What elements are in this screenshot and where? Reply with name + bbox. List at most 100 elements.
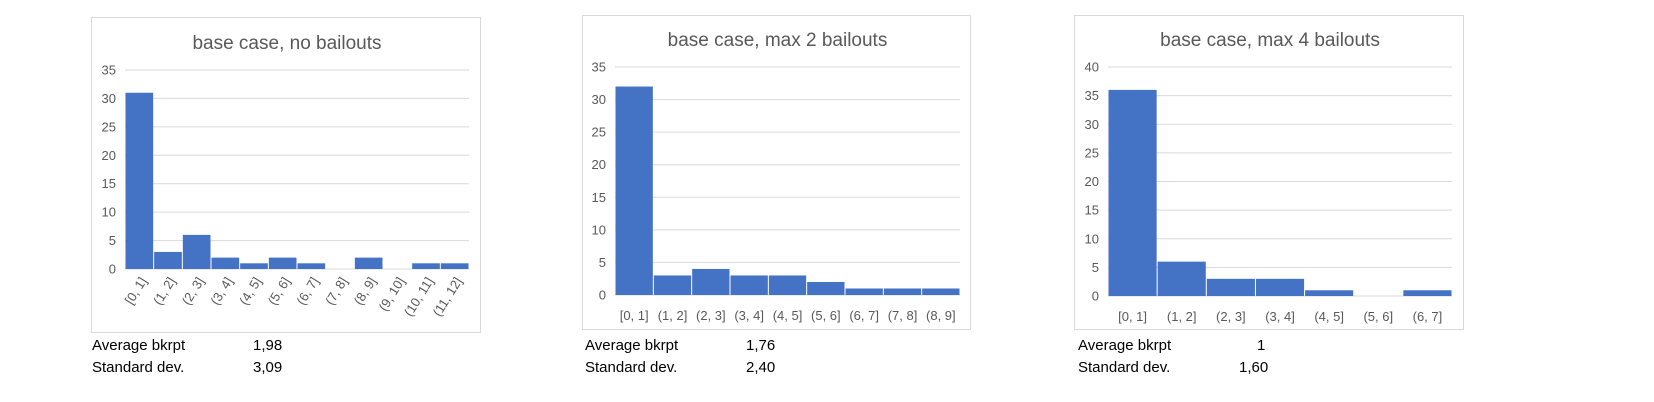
average-label: Average bkrpt xyxy=(585,337,679,354)
x-tick-label: (3, 4] xyxy=(734,308,764,323)
bar xyxy=(268,257,297,269)
x-tick-label: (1, 2] xyxy=(658,308,688,323)
y-tick-label: 25 xyxy=(1085,145,1099,160)
average-label: Average bkrpt xyxy=(92,337,186,354)
stats-panel-max-2-bailouts: Average bkrpt 1,76 Standard dev. 2,40 xyxy=(585,335,885,379)
x-tick-label: (4, 5] xyxy=(773,308,803,323)
x-tick-label: (6, 7] xyxy=(293,274,321,307)
y-tick-label: 30 xyxy=(592,92,606,107)
stats-panel-max-4-bailouts: Average bkrpt 1 Standard dev. 1,60 xyxy=(1078,335,1378,379)
y-tick-label: 15 xyxy=(102,176,116,191)
x-tick-label: (6, 7] xyxy=(849,308,879,323)
chart-svg: base case, max 2 bailouts 0 5 10 15 20 25 30 35 [… xyxy=(592,30,960,323)
bar xyxy=(211,257,240,269)
bar xyxy=(883,288,922,295)
x-tick-label: (7, 8] xyxy=(888,308,918,323)
y-tick-label: 10 xyxy=(592,222,606,237)
y-tick-label: 30 xyxy=(102,91,116,106)
y-tick-label: 35 xyxy=(592,60,606,75)
stddev-row: Standard dev. 1,60 xyxy=(1078,357,1378,379)
x-tick-label: (1, 2] xyxy=(150,274,178,307)
average-value: 1,98 xyxy=(253,337,283,354)
y-tick-label: 25 xyxy=(102,119,116,134)
x-tick-label: (2, 3] xyxy=(179,274,207,307)
bar xyxy=(412,263,440,269)
y-tick-label: 35 xyxy=(102,63,116,78)
bar xyxy=(1255,278,1305,296)
histogram-chart-no-bailouts: base case, no bailouts 0 5 10 15 20 25 30 35 [0, … xyxy=(91,17,481,333)
stddev-row: Standard dev. 3,09 xyxy=(92,357,392,379)
x-tick-label: (8, 9] xyxy=(926,308,956,323)
x-tick-label: (5, 6] xyxy=(1363,309,1393,324)
x-tick-label: (3, 4] xyxy=(1265,309,1295,324)
bar xyxy=(125,92,154,269)
x-tick-label: (8, 9] xyxy=(351,274,379,307)
bar xyxy=(1157,261,1206,296)
x-tick-label: (4, 5] xyxy=(236,274,264,307)
average-value: 1 xyxy=(1257,337,1266,354)
chart-title: base case, max 4 bailouts xyxy=(1160,30,1380,51)
x-tick-label: (11, 12] xyxy=(430,274,466,319)
y-tick-label: 40 xyxy=(1085,60,1099,75)
y-tick-label: 30 xyxy=(1085,117,1099,132)
y-tick-label: 10 xyxy=(1085,231,1099,246)
x-tick-label: [0, 1] xyxy=(122,274,150,306)
bar xyxy=(615,86,653,296)
y-tick-label: 5 xyxy=(109,233,116,248)
bar xyxy=(653,275,692,295)
bar xyxy=(1305,290,1354,296)
x-tick-label: (5, 6] xyxy=(811,308,841,323)
y-tick-label: 0 xyxy=(109,262,116,277)
chart-title: base case, no bailouts xyxy=(192,33,381,54)
average-label: Average bkrpt xyxy=(1078,337,1172,354)
y-tick-label: 20 xyxy=(592,157,606,172)
bar xyxy=(730,275,768,295)
x-tick-label: (2, 3] xyxy=(696,308,726,323)
x-tick-label: (6, 7] xyxy=(1413,309,1443,324)
bar xyxy=(240,263,268,269)
average-row: Average bkrpt 1 xyxy=(1078,335,1378,357)
histogram-chart-max-4-bailouts: base case, max 4 bailouts 0 5 10 15 20 25 30 35 4… xyxy=(1074,15,1464,330)
y-tick-label: 0 xyxy=(1092,289,1099,304)
x-tick-label: (7, 8] xyxy=(322,274,350,307)
x-tick-label: [0, 1] xyxy=(1118,309,1147,324)
bar xyxy=(182,234,211,269)
stddev-value: 3,09 xyxy=(253,359,283,376)
bar xyxy=(692,268,730,295)
stddev-row: Standard dev. 2,40 xyxy=(585,357,885,379)
stats-panel-no-bailouts: Average bkrpt 1,98 Standard dev. 3,09 xyxy=(92,335,392,379)
stddev-label: Standard dev. xyxy=(585,359,678,376)
y-tick-label: 5 xyxy=(1092,260,1099,275)
y-tick-label: 20 xyxy=(102,148,116,163)
bar xyxy=(354,257,383,269)
chart-svg: base case, max 4 bailouts 0 5 10 15 20 25 30 35 4… xyxy=(1085,30,1452,324)
average-row: Average bkrpt 1,98 xyxy=(92,335,392,357)
y-tick-label: 5 xyxy=(599,255,606,270)
bar xyxy=(768,275,807,295)
bar xyxy=(807,281,845,295)
stddev-value: 2,40 xyxy=(746,359,776,376)
x-tick-label: (3, 4] xyxy=(207,274,235,307)
y-tick-label: 0 xyxy=(599,288,606,303)
stddev-label: Standard dev. xyxy=(92,359,185,376)
stddev-label: Standard dev. xyxy=(1078,359,1171,376)
histogram-chart-max-2-bailouts: base case, max 2 bailouts 0 5 10 15 20 25 30 35 [… xyxy=(582,15,971,330)
bar xyxy=(440,263,469,269)
x-tick-label: [0, 1] xyxy=(620,308,649,323)
chart-title: base case, max 2 bailouts xyxy=(668,30,888,51)
bar xyxy=(1206,278,1255,296)
x-tick-label: (5, 6] xyxy=(265,274,293,307)
x-tick-label: (2, 3] xyxy=(1216,309,1246,324)
y-tick-label: 20 xyxy=(1085,174,1099,189)
y-tick-label: 10 xyxy=(102,205,116,220)
x-tick-label: (4, 5] xyxy=(1314,309,1344,324)
bar xyxy=(922,288,960,295)
average-row: Average bkrpt 1,76 xyxy=(585,335,885,357)
bar xyxy=(845,288,883,295)
bar xyxy=(297,263,326,269)
bar xyxy=(154,251,182,269)
y-tick-label: 15 xyxy=(592,190,606,205)
y-tick-label: 25 xyxy=(592,125,606,140)
stddev-value: 1,60 xyxy=(1239,359,1269,376)
y-tick-label: 35 xyxy=(1085,88,1099,103)
